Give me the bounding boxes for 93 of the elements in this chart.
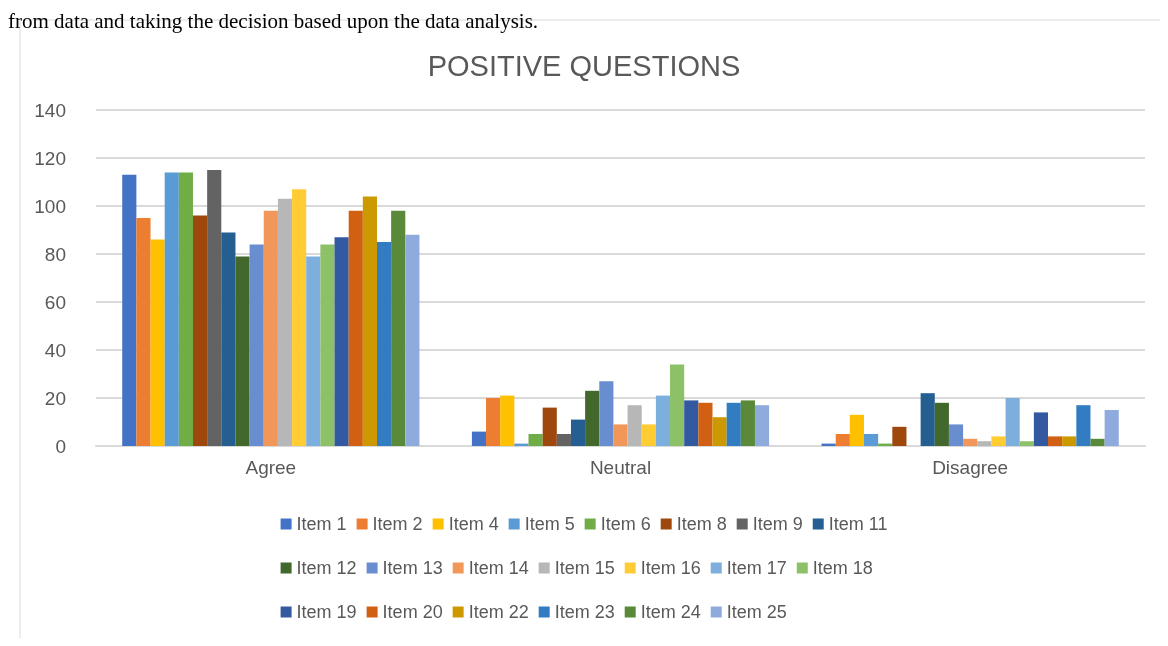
bar xyxy=(136,218,151,446)
x-tick-label: Agree xyxy=(245,457,297,478)
bar xyxy=(670,364,685,446)
bar xyxy=(405,234,420,446)
y-tick-label: 140 xyxy=(34,99,66,121)
legend-label: Item 23 xyxy=(554,602,615,622)
legend-label: Item 19 xyxy=(296,602,357,622)
bar xyxy=(864,434,879,446)
bar xyxy=(655,395,671,446)
y-tick-label: 0 xyxy=(55,435,66,457)
bar xyxy=(235,256,250,446)
bar xyxy=(599,381,614,446)
bar xyxy=(292,189,307,446)
bar xyxy=(277,198,293,446)
legend-label: Item 12 xyxy=(296,558,357,578)
bar xyxy=(920,393,935,446)
bar xyxy=(835,434,850,446)
bar xyxy=(948,424,964,446)
bar xyxy=(934,402,949,446)
bar xyxy=(391,210,406,446)
bar xyxy=(207,170,222,446)
bar xyxy=(963,438,978,446)
bar xyxy=(613,424,628,446)
bar xyxy=(178,172,193,446)
legend-label: Item 16 xyxy=(640,558,701,578)
bar xyxy=(1090,438,1105,446)
legend-label: Item 18 xyxy=(812,558,873,578)
bar xyxy=(726,402,741,446)
bar xyxy=(348,210,363,446)
x-tick-label: Disagree xyxy=(932,457,1009,478)
bar xyxy=(627,405,642,446)
bar xyxy=(334,237,349,446)
bar xyxy=(712,417,727,446)
legend-label: Item 15 xyxy=(554,558,615,578)
bar xyxy=(542,407,557,446)
bar xyxy=(192,215,208,446)
bar xyxy=(221,232,236,446)
text: from data and taking the decision based upon the data analysis. xyxy=(8,8,539,33)
bar xyxy=(1005,398,1020,446)
y-tick-label: 40 xyxy=(44,339,66,361)
bar xyxy=(556,434,571,446)
y-tick-label: 120 xyxy=(34,147,66,169)
bar xyxy=(164,172,179,446)
legend-label: Item 22 xyxy=(468,602,529,622)
legend-label: Item 5 xyxy=(524,514,575,534)
bar xyxy=(977,441,992,446)
bar xyxy=(471,431,487,446)
bar xyxy=(320,244,335,446)
bar xyxy=(500,395,515,446)
bar xyxy=(1033,412,1049,446)
bar xyxy=(570,419,586,446)
bar xyxy=(263,210,278,446)
bar xyxy=(698,402,713,446)
bar xyxy=(150,239,165,446)
legend-label: Item 11 xyxy=(828,514,888,534)
chart-title: POSITIVE QUESTIONS xyxy=(427,49,741,82)
bar xyxy=(641,424,656,446)
bar xyxy=(376,242,392,446)
legend-label: Item 13 xyxy=(382,558,443,578)
y-tick-label: 60 xyxy=(44,291,66,313)
bar xyxy=(585,390,600,446)
legend-label: Item 24 xyxy=(640,602,701,622)
legend-label: Item 20 xyxy=(382,602,443,622)
legend-label: Item 1 xyxy=(296,514,347,534)
bar xyxy=(892,426,907,446)
bar xyxy=(306,256,321,446)
bar xyxy=(249,244,264,446)
legend-label: Item 8 xyxy=(676,514,727,534)
bar xyxy=(486,398,501,446)
y-tick-label: 100 xyxy=(34,195,66,217)
bar xyxy=(991,436,1006,446)
bar xyxy=(684,400,699,446)
bar xyxy=(1019,441,1034,446)
bar xyxy=(1104,410,1119,446)
bar xyxy=(362,196,377,446)
bar xyxy=(1048,436,1063,446)
bar xyxy=(754,405,770,446)
legend-label: Item 4 xyxy=(448,514,499,534)
legend-label: Item 25 xyxy=(726,602,787,622)
y-tick-label: 80 xyxy=(44,243,66,265)
bar xyxy=(740,400,755,446)
legend-label: Item 14 xyxy=(468,558,529,578)
x-tick-label: Neutral xyxy=(589,457,652,478)
bar xyxy=(528,434,543,446)
legend-label: Item 9 xyxy=(752,514,803,534)
y-tick-label: 20 xyxy=(44,387,66,409)
bar xyxy=(122,174,137,446)
bar xyxy=(849,414,865,446)
legend-label: Item 2 xyxy=(372,514,423,534)
bar xyxy=(1076,405,1091,446)
legend-label: Item 6 xyxy=(600,514,651,534)
legend-label: Item 17 xyxy=(726,558,787,578)
bar xyxy=(1062,436,1077,446)
